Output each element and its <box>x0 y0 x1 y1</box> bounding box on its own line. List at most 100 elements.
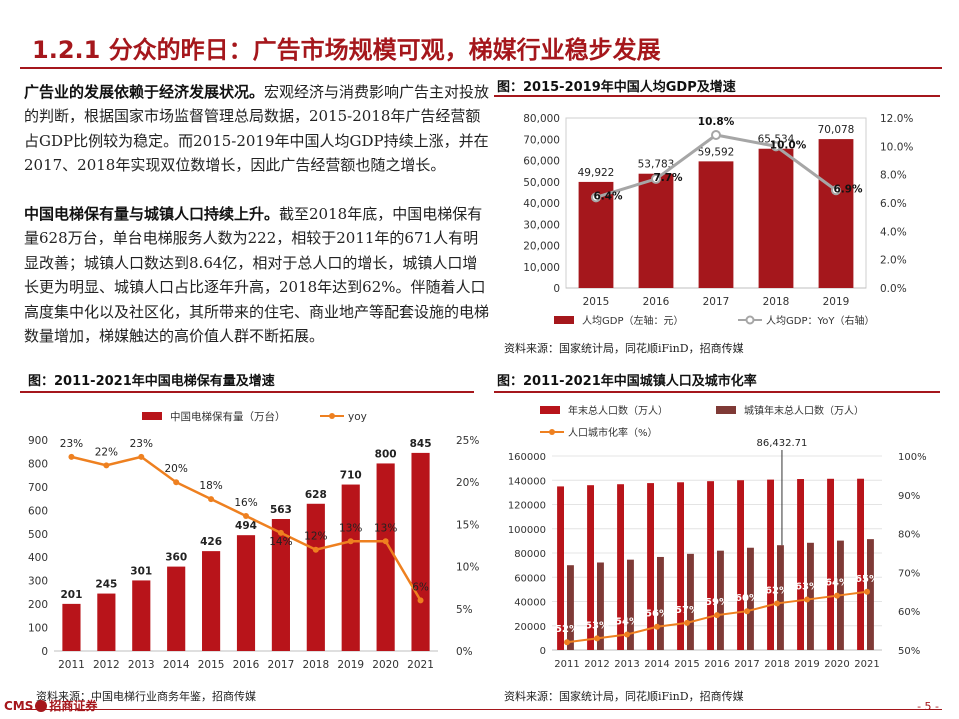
x-tick-label: 2017 <box>703 296 730 308</box>
bar-value-label: 563 <box>270 504 292 516</box>
line-value-label: 6.4% <box>593 190 623 202</box>
line-point <box>774 600 780 607</box>
x-tick-label: 2017 <box>268 659 295 671</box>
y-left-tick-label: 80000 <box>514 549 546 560</box>
bar <box>777 545 784 650</box>
gdp-chart: 0 10,000 20,000 30,000 40,000 50,000 60,000 70,… <box>523 113 913 327</box>
bar <box>807 542 814 650</box>
x-tick-label: 2012 <box>93 659 120 671</box>
y-left-tick-label: 500 <box>28 529 48 541</box>
bar <box>707 481 714 650</box>
y-right-tick-label: 20% <box>456 477 479 489</box>
bar <box>236 535 256 651</box>
bar <box>617 484 624 650</box>
x-tick-label: 2018 <box>302 659 329 671</box>
y-left-tick-label: 40000 <box>514 598 546 609</box>
bar <box>587 485 594 650</box>
bar-value-label: 245 <box>95 579 117 591</box>
bar <box>627 559 634 650</box>
legend-marker <box>329 413 335 419</box>
line-point <box>417 597 424 604</box>
y-right-tick-label: 2.0% <box>880 255 907 267</box>
y-left-tick-label: 100000 <box>508 525 546 536</box>
x-tick-label: 2016 <box>704 659 729 670</box>
x-tick-label: 2015 <box>583 296 610 308</box>
line-point <box>651 173 661 184</box>
line-value-label: 10.0% <box>770 139 807 151</box>
title-divider <box>20 67 942 69</box>
logo-name: 招商证券 <box>49 699 98 713</box>
bar <box>341 484 360 651</box>
bar <box>411 452 430 651</box>
bar <box>62 603 81 651</box>
line-value-label: 56% <box>645 609 669 620</box>
y-left-tick-label: 50,000 <box>523 177 560 189</box>
bar <box>657 556 664 650</box>
line-point <box>347 538 354 545</box>
line-value-label: 23% <box>130 438 153 450</box>
line-value-label: 16% <box>234 497 257 509</box>
legend-label: 人口城市化率（%） <box>568 426 658 439</box>
line-point <box>103 462 110 469</box>
page-title: 1.2.1 分众的昨日：广告市场规模可观，梯媒行业稳步发展 <box>32 36 661 64</box>
line-value-label: 7.7% <box>653 172 683 184</box>
bar <box>557 486 564 650</box>
bar-value-label: 845 <box>410 438 432 450</box>
y-left-tick-label: 160000 <box>508 452 546 463</box>
paragraph-elevator: 中国电梯保有量与城镇人口持续上升。截至2018年底，中国电梯保有量628万台，单… <box>24 202 490 348</box>
bar <box>647 483 654 650</box>
bar <box>202 551 221 651</box>
y-left-tick-label: 140000 <box>508 476 546 487</box>
y-left-tick-label: 60,000 <box>523 156 560 168</box>
y-left-tick-label: 600 <box>28 505 48 517</box>
y-right-tick-label: 12.0% <box>880 113 913 125</box>
bar <box>747 547 754 650</box>
bar-value-label: 301 <box>130 565 152 577</box>
line-point <box>624 631 630 638</box>
line-point <box>312 546 319 553</box>
bar-value-label: 49,922 <box>578 167 615 179</box>
bar <box>271 519 290 651</box>
bar <box>857 478 864 650</box>
elevator-chart-title: 图：2011-2021年中国电梯保有量及增速 <box>28 374 275 389</box>
bar <box>638 173 674 288</box>
line-value-label: 64% <box>825 578 849 589</box>
bar <box>767 479 774 650</box>
y-right-tick-label: 8.0% <box>880 170 907 182</box>
y-left-tick-label: 40,000 <box>523 198 560 210</box>
urban-chart-source: 资料来源：国家统计局，同花顺iFinD，招商传媒 <box>504 690 744 703</box>
legend-label: 年末总人口数（万人） <box>568 404 668 417</box>
y-right-tick-label: 0% <box>456 646 473 658</box>
line-value-label: 62% <box>765 585 789 596</box>
legend-swatch <box>716 406 736 414</box>
bar-value-label: 710 <box>340 470 362 482</box>
legend-label: 城镇年末总人口数（万人） <box>744 404 864 417</box>
y-right-tick-label: 15% <box>456 519 479 531</box>
paragraph-gdp: 广告业的发展依赖于经济发展状况。宏观经济与消费影响广告主对投放的判断，根据国家市… <box>24 80 490 178</box>
line-point <box>711 130 721 140</box>
y-left-tick-label: 10,000 <box>523 262 560 274</box>
bar <box>737 480 744 650</box>
legend-swatch <box>142 412 162 420</box>
legend-marker <box>549 429 555 435</box>
y-left-tick-label: 800 <box>28 458 48 470</box>
x-tick-label: 2018 <box>763 296 790 308</box>
x-tick-label: 2019 <box>337 659 364 671</box>
line-point <box>744 608 750 615</box>
urban-chart: 0 20000 40000 60000 80000 100000 120000 140000 1… <box>508 404 927 670</box>
bar <box>797 479 804 650</box>
line-value-label: 57% <box>675 605 699 616</box>
x-tick-label: 2018 <box>764 659 789 670</box>
bar <box>597 562 604 650</box>
line-value-label: 53% <box>585 620 609 631</box>
line-point <box>684 619 690 626</box>
line-value-label: 14% <box>269 536 292 548</box>
line-value-label: 10.8% <box>698 116 735 128</box>
bar-value-label: 426 <box>200 536 222 548</box>
legend-swatch <box>540 406 560 414</box>
y-left-tick-label: 0 <box>553 283 560 295</box>
bar-value-label: 494 <box>235 520 257 532</box>
paragraph-gdp-body: 宏观经济与消费影响广告主对投放的判断，根据国家市场监督管理总局数据，2015-2… <box>24 83 490 175</box>
y-right-tick-label: 5% <box>456 604 473 616</box>
x-tick-label: 2020 <box>824 659 849 670</box>
